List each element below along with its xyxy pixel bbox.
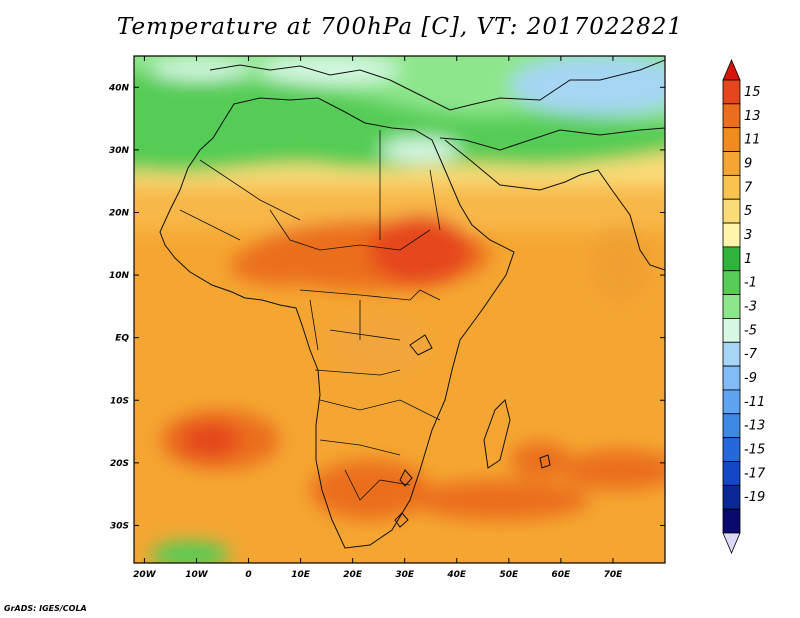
colorbar-label: 5 [744, 204, 752, 219]
lon-label: 40E [446, 570, 467, 580]
map-title: Temperature at 700hPa [C], VT: 201702282… [116, 14, 684, 40]
colorbar-label: 13 [744, 109, 761, 124]
field-cold-iran [510, 56, 665, 115]
colorbar-label: -1 [744, 276, 757, 291]
lon-label: 10E [291, 570, 311, 580]
field-warm-east-indian [560, 450, 665, 490]
colorbar-label: 7 [744, 180, 753, 195]
lon-label: 20E [343, 570, 363, 580]
colorbar-swatch [722, 270, 741, 295]
colorbar-top-arrow [722, 58, 741, 81]
lat-label: 10N [109, 271, 130, 281]
colorbar-swatch [722, 246, 741, 272]
colorbar-swatch [722, 341, 741, 367]
lat-label: 30N [109, 146, 130, 156]
country-borders [179, 130, 441, 501]
lat-label: 20N [109, 208, 130, 218]
persian-gulf-coastline [439, 127, 665, 151]
plot-frame [133, 55, 666, 564]
colorbar-swatch [722, 294, 741, 319]
colorbar-swatch [722, 127, 741, 152]
longitude-axis: 20W 10W 0 10E 20E 30E 40E 50E 60E 70E [133, 56, 623, 580]
lon-label: 30E [395, 570, 415, 580]
colorbar-swatch [722, 151, 741, 176]
lon-label: 60E [552, 570, 572, 580]
colorbar-swatch [722, 174, 741, 200]
colorbar-label: 3 [744, 228, 752, 243]
field-hot-atlantic [180, 422, 240, 458]
lake-victoria [409, 334, 433, 356]
lat-label: 40N [108, 83, 130, 93]
field-india [590, 225, 650, 305]
colorbar-label: -7 [744, 347, 758, 362]
arabia-india-coastline [444, 139, 665, 271]
lat-label: 20S [110, 459, 129, 469]
madagascar-coastline [483, 399, 511, 469]
colorbar-label: 11 [744, 133, 761, 148]
field-cold-levant [380, 138, 460, 162]
lat-label: EQ [115, 334, 129, 344]
colorbar-swatch [722, 318, 741, 343]
colorbar-label: -13 [744, 419, 765, 434]
colorbar-label: 15 [744, 85, 761, 100]
temperature-field [134, 56, 665, 563]
lon-label: 0 [245, 570, 251, 580]
colorbar-swatch [722, 484, 741, 510]
mediterranean-coastline [209, 59, 665, 111]
lesotho-swaziland [394, 469, 413, 528]
colorbar-label: -3 [744, 300, 757, 315]
field-hot-sudan [370, 215, 470, 285]
lon-label: 70E [604, 570, 624, 580]
field-warm-south-indian [410, 480, 590, 520]
field-equatorial [330, 315, 430, 375]
coastlines [159, 59, 665, 549]
colorbar-swatch [722, 461, 741, 486]
lat-label: 30S [110, 521, 129, 531]
colorbar-swatch [722, 222, 741, 248]
field-cold-balkans [260, 56, 400, 84]
field-cold-iberia [150, 60, 250, 80]
colorbar-swatch [722, 508, 741, 534]
lat-label: 10S [110, 396, 129, 406]
colorbar-bottom-arrow [722, 532, 741, 555]
mauritius [539, 454, 551, 469]
colorbar-swatch [722, 103, 741, 129]
colorbar-swatch [722, 437, 741, 462]
colorbar-swatch [722, 389, 741, 415]
colorbar: 15 13 11 9 7 5 3 1 -1 -3 -5 -7 -9 -11 -13 -15 -17 -19 [722, 58, 766, 555]
latitude-axis: 40N 30N 20N 10N EQ 10S 20S 30S [108, 83, 665, 531]
colorbar-label: -11 [744, 395, 765, 410]
lon-label: 10W [185, 570, 209, 580]
colorbar-swatch [722, 413, 741, 439]
colorbar-label: 1 [744, 252, 752, 267]
lon-label: 20W [133, 570, 157, 580]
colorbar-label: -19 [744, 490, 765, 505]
colorbar-label: -15 [744, 443, 765, 458]
colorbar-label: 9 [744, 156, 752, 171]
field-cool-south-atlantic [150, 541, 230, 563]
colorbar-label: -5 [744, 323, 757, 338]
colorbar-label: -9 [744, 371, 757, 386]
colorbar-label: -17 [744, 466, 766, 481]
colorbar-swatch [722, 79, 741, 105]
credit-text: GrADS: IGES/COLA [4, 604, 87, 613]
lon-label: 50E [499, 570, 519, 580]
field-warm-nigeria [230, 245, 330, 285]
africa-coastline [159, 97, 515, 549]
colorbar-swatch [722, 365, 741, 391]
colorbar-swatch [722, 198, 741, 224]
